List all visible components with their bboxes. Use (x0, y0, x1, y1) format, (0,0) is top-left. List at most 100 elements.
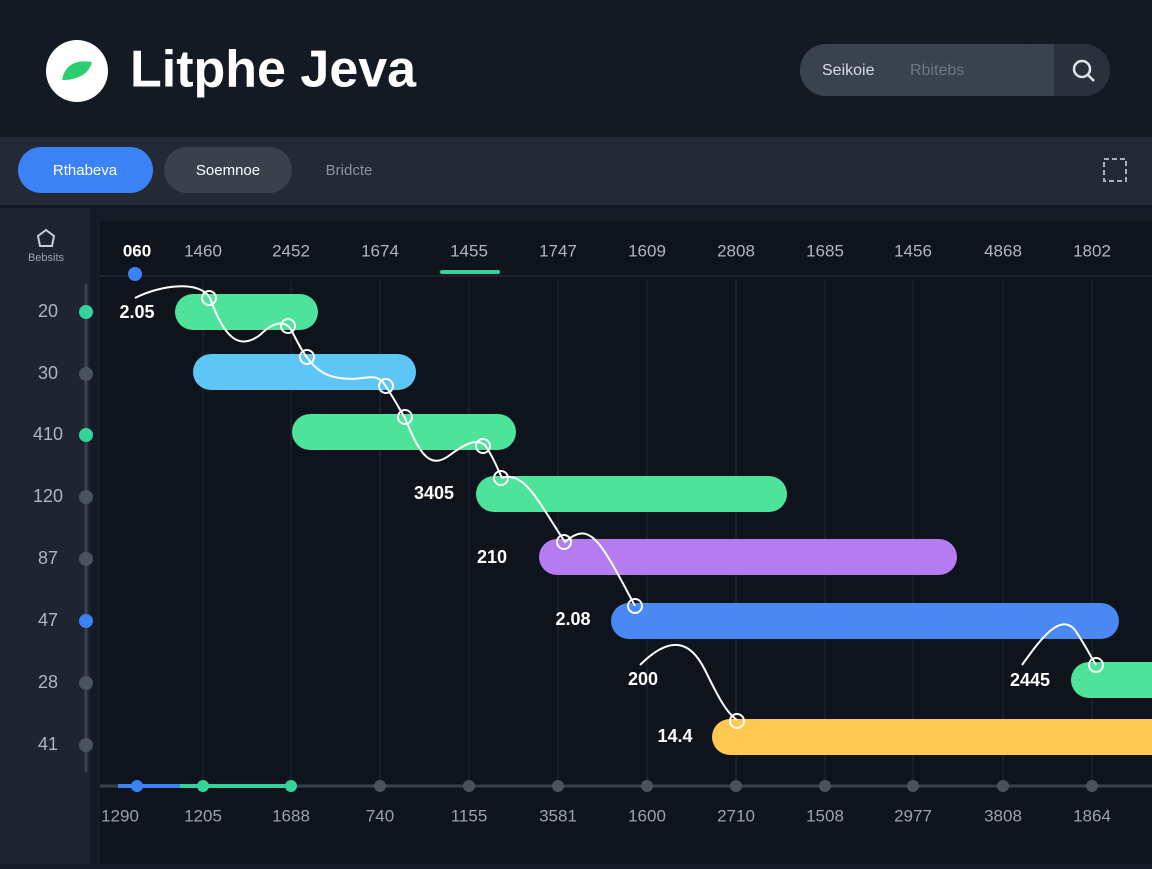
row-label: 47 (38, 610, 58, 630)
column-label: 1674 (361, 241, 399, 260)
row-label: 410 (33, 424, 63, 444)
node (475, 438, 491, 454)
row-dot (79, 367, 93, 381)
axis-dot (197, 780, 209, 792)
bar-label: 14.4 (657, 726, 692, 746)
bar-label: 2.08 (555, 609, 590, 629)
column-label: 1455 (450, 241, 488, 260)
bar-label: 2445 (1010, 670, 1050, 690)
search-button-label: Seikoie (822, 62, 875, 79)
axis-dot (997, 780, 1009, 792)
bottom-label: 1205 (184, 806, 222, 825)
column-label: 2452 (272, 241, 310, 260)
tab[interactable] (164, 147, 292, 193)
bottom-label: 1508 (806, 806, 844, 825)
axis-dot (374, 780, 386, 792)
row-label: 87 (38, 548, 58, 568)
row-label: 30 (38, 363, 58, 383)
search-field[interactable] (800, 44, 1054, 96)
axis-dot (552, 780, 564, 792)
trend-line (134, 285, 636, 607)
bottom-label: 3808 (984, 806, 1022, 825)
bottom-label: 1688 (272, 806, 310, 825)
node (493, 470, 509, 486)
sidebar-icon (36, 228, 56, 247)
axis-dot (1086, 780, 1098, 792)
tab[interactable] (18, 147, 153, 193)
row-dot (79, 552, 93, 566)
node (299, 349, 315, 365)
trend-line (1021, 623, 1097, 666)
bar (175, 294, 318, 330)
column-label: 2808 (717, 241, 755, 260)
bottom-label: 1600 (628, 806, 666, 825)
row-dot (79, 490, 93, 504)
node (378, 378, 394, 394)
layout-icon[interactable] (1103, 158, 1127, 182)
tab-label[interactable]: Bridcte (326, 162, 373, 179)
bar-label: 210 (477, 547, 507, 567)
tab-label: Rthabeva (53, 162, 118, 179)
bottom-label: 1290 (101, 806, 139, 825)
column-label: 4868 (984, 241, 1022, 260)
tab-label: Soemnoe (196, 162, 260, 179)
active-indicator (440, 270, 500, 274)
column-label: 1609 (628, 241, 666, 260)
bar-label: 2.05 (119, 302, 154, 322)
bottom-label: 2710 (717, 806, 755, 825)
search-icon[interactable] (1072, 59, 1092, 79)
search-icon-handle (1087, 74, 1095, 82)
bottom-label: 2977 (894, 806, 932, 825)
row-label: 20 (38, 301, 58, 321)
bar (476, 476, 787, 512)
column-label: 1747 (539, 241, 577, 260)
trend-line (639, 644, 738, 721)
start-node (128, 267, 142, 281)
node (729, 713, 745, 729)
bar (1071, 662, 1152, 698)
row-dot (79, 738, 93, 752)
bottom-label: 1155 (451, 806, 488, 825)
row-label: 41 (38, 734, 58, 754)
axis-dot (463, 780, 475, 792)
search-field-edge (1030, 44, 1054, 96)
row-dot (79, 614, 93, 628)
bottom-label: 3581 (539, 806, 577, 825)
bar (712, 719, 1152, 755)
bar (193, 354, 416, 390)
bottom-label: 1864 (1073, 806, 1111, 825)
bar (539, 539, 957, 575)
axis-dot (641, 780, 653, 792)
column-label: 1802 (1073, 241, 1111, 260)
column-label: 1685 (806, 241, 844, 260)
bottom-label: 740 (366, 806, 394, 825)
row-dot (79, 428, 93, 442)
sidebar (0, 208, 90, 864)
sidebar-label: Bebsits (28, 252, 65, 264)
axis-dot (730, 780, 742, 792)
column-label: 060 (123, 241, 151, 260)
axis-dot (285, 780, 297, 792)
axis-dot (131, 780, 143, 792)
row-label: 120 (33, 486, 63, 506)
node (556, 534, 572, 550)
node (397, 409, 413, 425)
logo-leaf (62, 61, 92, 80)
row-label: 28 (38, 672, 58, 692)
node (280, 318, 296, 334)
node (627, 598, 643, 614)
bar-label: 3405 (414, 483, 454, 503)
bar (611, 603, 1119, 639)
column-label: 1456 (894, 241, 932, 260)
column-label: 1460 (184, 241, 222, 260)
bar-label: 200 (628, 669, 658, 689)
axis-dot (819, 780, 831, 792)
node (201, 290, 217, 306)
app-title: Litphe Jeva (130, 41, 417, 99)
node (1088, 657, 1104, 673)
search-placeholder: Rbitebs (910, 62, 964, 79)
axis-dot (907, 780, 919, 792)
bar (292, 414, 516, 450)
